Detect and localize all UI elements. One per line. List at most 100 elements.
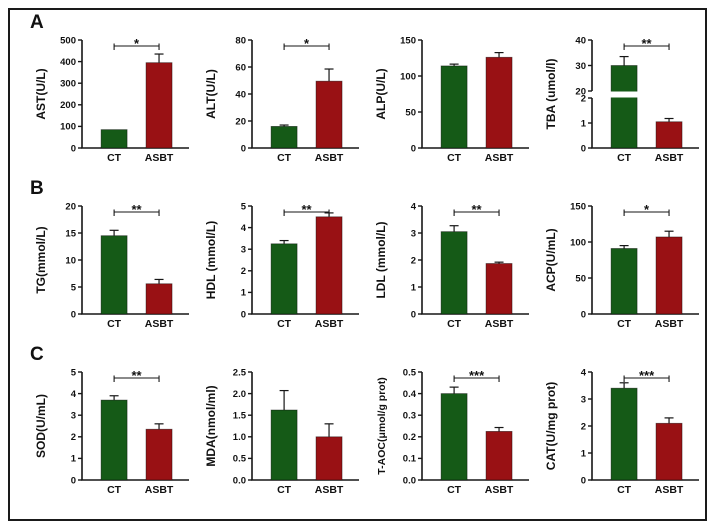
significance-bracket: *** <box>453 368 500 383</box>
significance-stars: ** <box>132 368 143 383</box>
y-tick-label: 15 <box>65 228 76 239</box>
x-category-label: ASBT <box>145 318 174 330</box>
y-tick-label: 40 <box>575 35 586 46</box>
y-tick-label: 4 <box>411 201 417 212</box>
y-tick-label: 0.0 <box>403 475 416 486</box>
y-axis: 0 1 220 30 40 <box>575 35 593 154</box>
bars <box>440 231 513 315</box>
x-category-labels: CT ASBT <box>617 318 684 330</box>
significance-bracket: *** <box>623 368 670 383</box>
error-bars <box>279 389 334 437</box>
x-category-label: ASBT <box>655 318 684 330</box>
error-bars <box>109 395 164 430</box>
x-category-label: CT <box>107 484 122 496</box>
bars <box>610 236 683 315</box>
x-category-label: ASBT <box>315 152 344 164</box>
y-tick-label: 5 <box>241 201 247 212</box>
y-tick-label: 50 <box>575 273 586 284</box>
y-tick-label: 0 <box>71 143 76 154</box>
y-tick-label: 2 <box>581 93 586 104</box>
x-category-labels: CT ASBT <box>617 484 684 496</box>
bar-ct <box>100 399 128 481</box>
y-tick-label: 150 <box>400 35 416 46</box>
y-tick-label: 0.4 <box>403 389 417 400</box>
y-axis-label: LDL (mmol/L) <box>374 221 388 298</box>
y-tick-label: 1 <box>411 282 417 293</box>
y-tick-label: 500 <box>60 35 76 46</box>
y-tick-label: 300 <box>60 79 76 90</box>
y-axis: 0 1 2 3 4 5 <box>241 201 253 320</box>
chart-acp: 0 50 100 150 ACP(U/mL) CT ASBT * <box>544 201 699 330</box>
y-tick-label: 5 <box>71 282 77 293</box>
bar-asbt <box>315 436 343 481</box>
bar-asbt <box>315 216 343 315</box>
bars <box>100 235 173 315</box>
significance-stars: * <box>304 36 310 51</box>
y-axis-label: ALT(U/L) <box>204 69 218 119</box>
error-bars <box>619 55 674 122</box>
y-tick-label: 2.5 <box>233 367 247 378</box>
y-tick-label: 200 <box>60 100 76 111</box>
figure-rows: A 0 100 200 300 400 500 AST(U/L) CT ASBT * 0 20 40 6… <box>10 10 705 519</box>
panel-row-c: C 0 1 2 3 4 5 SOD(U/mL) CT ASBT ** 0.0 0.5 1.0 1.5 2.… <box>18 344 705 510</box>
x-category-labels: CT ASBT <box>447 152 514 164</box>
x-category-label: ASBT <box>655 152 684 164</box>
panel-b-charts: 0 5 10 15 20 TG(mmol/L) CT ASBT ** 0 1 2 3 4 5 HDL (mm… <box>32 196 708 338</box>
y-axis-label: HDL (mmol/L) <box>204 221 218 299</box>
chart-tg: 0 5 10 15 20 TG(mmol/L) CT ASBT ** <box>34 201 189 330</box>
bar-asbt <box>145 62 173 149</box>
bar-ct <box>440 231 468 315</box>
significance-stars: ** <box>302 202 313 217</box>
y-tick-label: 5 <box>71 367 77 378</box>
y-axis: 0.0 0.1 0.2 0.3 0.4 0.5 <box>403 367 423 486</box>
y-axis: 0 1 2 3 4 <box>411 201 423 320</box>
significance-bracket: ** <box>623 36 670 51</box>
bars <box>440 393 513 481</box>
y-tick-label: 100 <box>570 237 586 248</box>
bar-asbt <box>655 422 683 481</box>
significance-stars: *** <box>469 368 485 383</box>
bar-ct <box>440 393 468 481</box>
y-tick-label: 0.5 <box>233 454 247 465</box>
x-category-labels: CT ASBT <box>447 318 514 330</box>
y-axis: 0 50 100 150 <box>400 35 423 154</box>
significance-stars: ** <box>642 36 653 51</box>
panel-label-a: A <box>30 12 44 33</box>
y-tick-label: 0 <box>241 143 246 154</box>
y-tick-label: 80 <box>235 35 246 46</box>
bar-asbt <box>655 121 683 149</box>
y-tick-label: 2.0 <box>233 389 246 400</box>
x-category-labels: CT ASBT <box>277 318 344 330</box>
x-category-labels: CT ASBT <box>107 484 174 496</box>
significance-bracket: ** <box>113 368 160 383</box>
bar-ct <box>440 65 468 149</box>
bar-ct <box>270 409 298 481</box>
chart-hdl: 0 1 2 3 4 5 HDL (mmol/L) CT ASBT ** <box>204 201 359 330</box>
y-axis: 0.0 0.5 1.0 1.5 2.0 2.5 <box>233 367 253 486</box>
y-tick-label: 0.0 <box>233 475 246 486</box>
chart-ast: 0 100 200 300 400 500 AST(U/L) CT ASBT * <box>34 35 189 164</box>
y-tick-label: 0.1 <box>403 454 417 465</box>
x-category-labels: CT ASBT <box>107 152 174 164</box>
bars <box>270 80 343 149</box>
y-tick-label: 0.5 <box>403 367 417 378</box>
chart-alt: 0 20 40 60 80 ALT(U/L) CT ASBT * <box>204 35 359 164</box>
y-tick-label: 20 <box>65 201 76 212</box>
bars <box>609 65 683 149</box>
error-bars <box>279 68 334 127</box>
bars <box>610 387 683 481</box>
x-category-labels: CT ASBT <box>617 152 684 164</box>
chart-taoc: 0.0 0.1 0.2 0.3 0.4 0.5 T-AOC(μmol/g prot) CT AS… <box>376 367 529 496</box>
y-tick-label: 3 <box>411 228 416 239</box>
y-tick-label: 150 <box>570 201 586 212</box>
chart-ldl: 0 1 2 3 4 LDL (mmol/L) CT ASBT ** <box>374 201 529 330</box>
x-category-label: CT <box>107 152 122 164</box>
bar-asbt <box>145 283 173 315</box>
bars <box>270 216 343 315</box>
y-tick-label: 1 <box>241 288 247 299</box>
figure-frame: A 0 100 200 300 400 500 AST(U/L) CT ASBT * 0 20 40 6… <box>8 8 707 521</box>
bar-ct <box>100 235 128 315</box>
y-tick-label: 1 <box>581 118 587 129</box>
x-category-labels: CT ASBT <box>277 484 344 496</box>
